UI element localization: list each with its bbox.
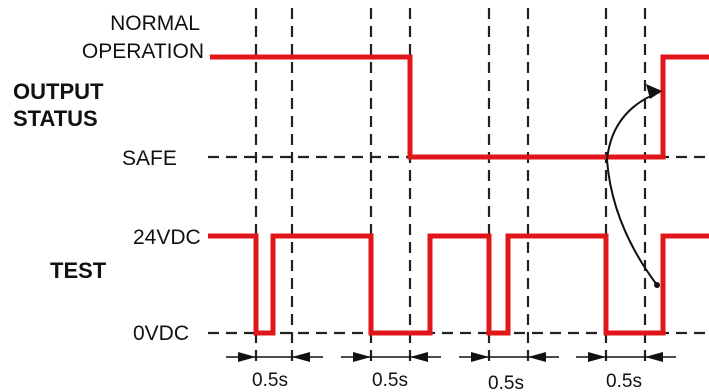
- duration-marker-1: 0.5s: [226, 352, 323, 391]
- normal-operation-label-line2: OPERATION: [82, 40, 204, 63]
- output-status-waveform: [210, 54, 709, 160]
- duration-label: 0.5s: [488, 373, 524, 392]
- voltage-24vdc-label: 24VDC: [133, 226, 201, 249]
- duration-marker-3: 0.5s: [459, 352, 559, 392]
- guide-lines: [208, 8, 709, 362]
- voltage-0vdc-label: 0VDC: [133, 322, 189, 345]
- dimension-arrow-left: [292, 352, 310, 362]
- output-status-label-line2: STATUS: [13, 106, 98, 131]
- dimension-arrow-left: [410, 352, 428, 362]
- dimension-arrow-right: [588, 352, 606, 362]
- duration-label: 0.5s: [606, 371, 642, 392]
- duration-label: 0.5s: [252, 370, 288, 391]
- dimension-arrow-right: [238, 352, 256, 362]
- dimension-arrow-right: [353, 352, 371, 362]
- dimension-arrow-left: [645, 352, 663, 362]
- causal-arrow: [605, 84, 662, 288]
- causal-arrow-head: [646, 84, 662, 99]
- normal-operation-label-line1: NORMAL: [110, 12, 200, 35]
- causal-arrow-curve: [605, 91, 661, 286]
- duration-marker-2: 0.5s: [341, 352, 441, 391]
- dimension-arrow-right: [471, 352, 489, 362]
- duration-marker-4: 0.5s: [576, 352, 676, 392]
- test-label: TEST: [50, 258, 107, 283]
- duration-label: 0.5s: [372, 370, 408, 391]
- safe-label: SAFE: [122, 147, 177, 170]
- dimension-arrow-left: [528, 352, 546, 362]
- causal-arrow-origin-dot: [654, 282, 660, 288]
- output-status-label-line1: OUTPUT: [13, 79, 104, 104]
- test-signal-waveform: [208, 233, 709, 336]
